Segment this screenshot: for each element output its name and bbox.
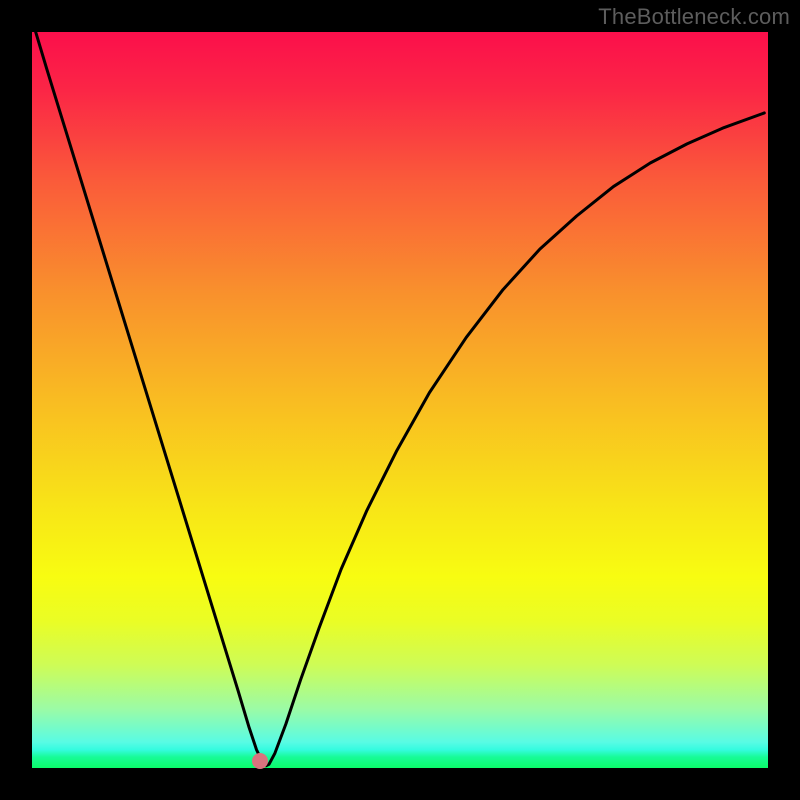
minimum-marker [252, 753, 268, 769]
chart-container: TheBottleneck.com [0, 0, 800, 800]
plot-area [32, 32, 768, 768]
bottleneck-curve [36, 32, 765, 766]
source-watermark: TheBottleneck.com [598, 4, 790, 30]
curve-overlay [32, 32, 768, 768]
